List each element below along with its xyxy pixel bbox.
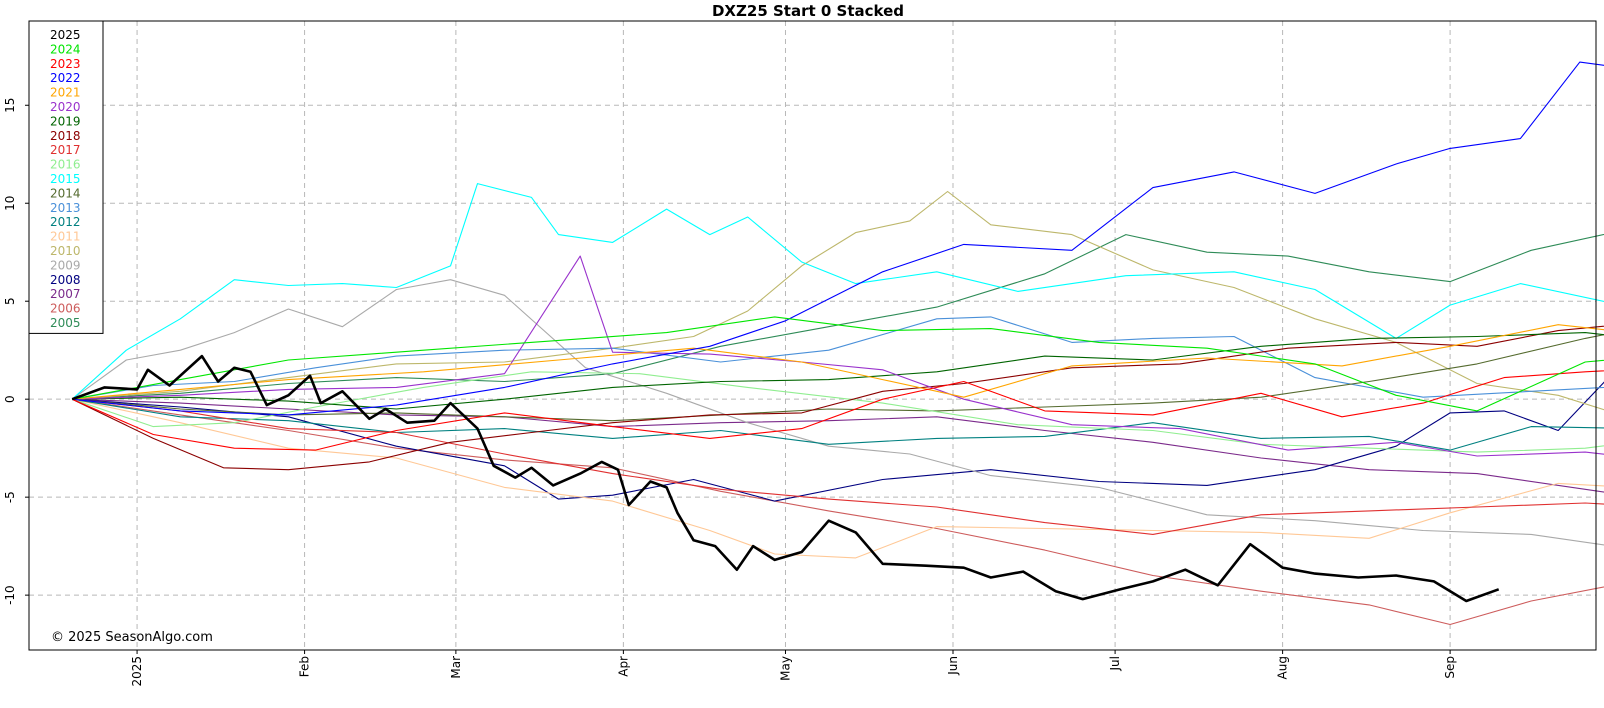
series-line-2024	[72, 316, 1604, 412]
series-line-2018	[71, 325, 1604, 471]
x-tick-label: May	[778, 656, 792, 681]
x-tick-label: Jul	[1108, 656, 1122, 671]
y-axis-ticks: -10 -5 0 5 10 15	[3, 98, 29, 605]
legend-item-2017: 2017	[50, 143, 81, 157]
y-tick-label: 5	[3, 297, 17, 305]
legend-item-2007: 2007	[50, 287, 81, 301]
legend-item-2024: 2024	[50, 42, 81, 56]
y-tick-label: -10	[3, 585, 17, 605]
legend: 2025202420232022202120202019201820172016…	[28, 20, 104, 334]
legend-item-2016: 2016	[50, 158, 81, 172]
series-line-2023	[71, 370, 1604, 451]
legend-item-2014: 2014	[50, 186, 81, 200]
grid-lines	[29, 21, 1596, 650]
legend-item-2022: 2022	[50, 71, 81, 85]
copyright-credit: © 2025 SeasonAlgo.com	[51, 630, 213, 645]
legend-item-2006: 2006	[50, 302, 81, 316]
series-line-2020	[72, 255, 1604, 457]
series-line-2019	[72, 332, 1604, 410]
series-line-2009	[71, 279, 1604, 546]
y-tick-label: 10	[3, 196, 17, 211]
legend-item-2013: 2013	[50, 201, 81, 215]
y-tick-label: 0	[3, 395, 17, 403]
legend-item-2010: 2010	[50, 244, 81, 258]
legend-item-2005: 2005	[50, 316, 81, 330]
series-line-2013	[72, 316, 1604, 400]
series-line-2005	[72, 233, 1604, 400]
x-tick-label: 2025	[130, 656, 144, 687]
series-line-2015	[71, 183, 1604, 400]
series-line-2017	[72, 398, 1604, 535]
series-line-2014	[72, 334, 1604, 422]
series-layer	[71, 61, 1604, 626]
legend-item-2020: 2020	[50, 100, 81, 114]
series-line-2010	[72, 190, 1604, 411]
series-line-2006	[72, 398, 1604, 626]
series-line-2016	[72, 371, 1604, 453]
series-line-2012	[72, 398, 1604, 451]
legend-item-2009: 2009	[50, 258, 81, 272]
series-line-2022	[72, 61, 1604, 416]
legend-item-2015: 2015	[50, 172, 81, 186]
series-line-2011	[72, 398, 1604, 559]
legend-item-2025: 2025	[50, 28, 81, 42]
legend-box	[28, 20, 104, 334]
x-tick-label: Aug	[1276, 656, 1290, 679]
y-tick-label: -5	[3, 491, 17, 503]
legend-item-2019: 2019	[50, 114, 81, 128]
x-tick-label: Mar	[449, 656, 463, 679]
legend-item-2021: 2021	[50, 86, 81, 100]
y-tick-label: 15	[3, 98, 17, 113]
x-axis-ticks: 2025FebMarAprMayJunJulAugSepOctNovDec202…	[130, 650, 1457, 687]
series-line-2021	[72, 324, 1604, 400]
legend-item-2011: 2011	[50, 230, 81, 244]
legend-item-2008: 2008	[50, 273, 81, 287]
legend-item-2023: 2023	[50, 57, 81, 71]
x-tick-label: Apr	[616, 656, 630, 677]
series-line-2025	[71, 354, 1500, 603]
series-line-2008	[72, 381, 1604, 502]
x-tick-label: Jun	[946, 656, 960, 676]
chart-title: DXZ25 Start 0 Stacked	[712, 2, 904, 20]
x-tick-label: Sep	[1443, 656, 1457, 679]
plot-frame	[28, 20, 1597, 651]
series-line-2007	[72, 398, 1604, 493]
x-tick-label: Feb	[298, 656, 312, 677]
legend-item-2018: 2018	[50, 129, 81, 143]
legend-item-2012: 2012	[50, 215, 81, 229]
